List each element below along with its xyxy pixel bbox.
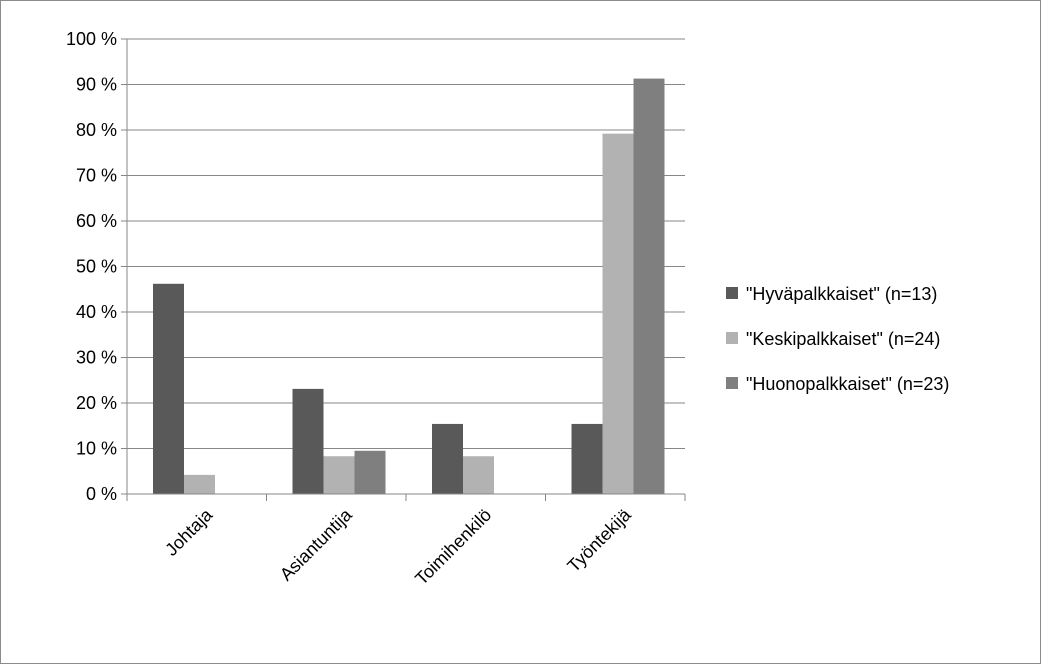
bar-2-1 xyxy=(463,456,494,494)
legend-swatch xyxy=(726,287,738,299)
bar-1-2 xyxy=(354,450,386,494)
y-tick-label: 60 % xyxy=(76,211,117,231)
category-labels: Johtaja Asiantuntija Toimihenkilö Työntekij… xyxy=(161,504,635,589)
category-label: Työntekijä xyxy=(563,504,635,576)
category-label: Toimihenkilö xyxy=(411,505,495,589)
category-label: Asiantuntija xyxy=(276,504,357,585)
y-tick-label: 20 % xyxy=(76,393,117,413)
bar-0-0 xyxy=(153,283,184,494)
legend-swatch xyxy=(726,332,738,344)
y-tick-label: 100 % xyxy=(66,29,117,49)
y-tick-label: 10 % xyxy=(76,439,117,459)
y-tick-label: 50 % xyxy=(76,257,117,277)
y-tick-labels: 0 % 10 % 20 % 30 % 40 % 50 % 60 % 70 % 80 % 90 % 1… xyxy=(66,29,117,504)
legend-swatch xyxy=(726,377,738,389)
bar-1-0 xyxy=(292,388,324,494)
gridlines xyxy=(127,38,685,449)
bar-2-0 xyxy=(432,423,463,494)
y-tick-label: 40 % xyxy=(76,302,117,322)
y-tick-label: 70 % xyxy=(76,166,117,186)
bar-1-1 xyxy=(323,456,355,494)
legend-label: "Huonopalkkaiset" (n=23) xyxy=(746,374,949,394)
bars xyxy=(153,78,665,495)
bar-3-1 xyxy=(602,133,634,494)
y-tick-label: 80 % xyxy=(76,120,117,140)
y-tick-label: 30 % xyxy=(76,348,117,368)
bar-3-0 xyxy=(571,423,603,494)
axes xyxy=(121,38,686,501)
bar-0-1 xyxy=(184,474,215,494)
y-tick-label: 0 % xyxy=(86,484,117,504)
bar-3-2 xyxy=(633,78,665,495)
legend-label: "Keskipalkkaiset" (n=24) xyxy=(746,329,940,349)
legend-label: "Hyväpalkkaiset" (n=13) xyxy=(746,284,937,304)
legend: "Hyväpalkkaiset" (n=13) "Keskipalkkaiset"… xyxy=(726,284,949,394)
category-label: Johtaja xyxy=(161,504,217,560)
y-tick-label: 90 % xyxy=(76,75,117,95)
